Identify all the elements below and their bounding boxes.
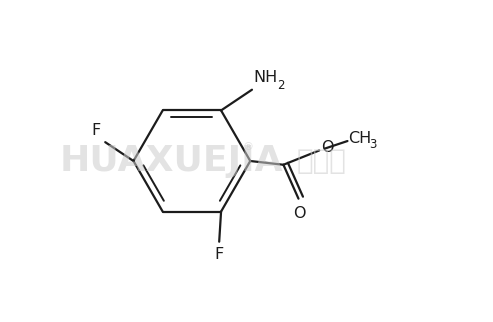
Text: NH: NH [254,70,278,85]
Text: 3: 3 [369,137,377,151]
Text: ®: ® [243,142,254,152]
Text: O: O [321,140,333,155]
Text: F: F [214,247,224,262]
Text: CH: CH [349,130,372,146]
Text: 2: 2 [278,79,285,91]
Text: O: O [293,206,306,221]
Text: 化学加: 化学加 [296,147,346,175]
Text: F: F [92,123,101,137]
Text: HUAXUEJIA: HUAXUEJIA [60,144,284,178]
